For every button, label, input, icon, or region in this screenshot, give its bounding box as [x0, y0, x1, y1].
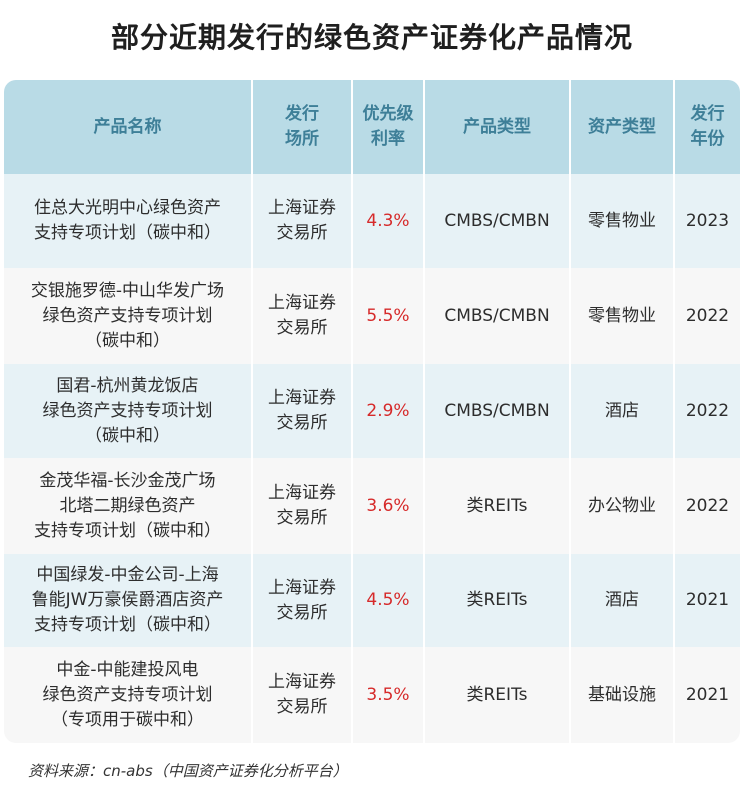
table-row: 中国绿发-中金公司-上海 鲁能JW万豪侯爵酒店资产 支持专项计划（碳中和） 上海证…	[4, 554, 740, 647]
cell-product-type: 类REITs	[424, 554, 571, 647]
cell-product-type: CMBS/CMBN	[424, 174, 571, 268]
cell-product-type: 类REITs	[424, 458, 571, 554]
cell-rate: 3.6%	[352, 458, 425, 554]
table-row: 中金-中能建投风电 绿色资产支持专项计划 （专项用于碳中和） 上海证券 交易所 3.…	[4, 647, 740, 743]
table-header-row: 产品名称 发行 场所 优先级 利率 产品类型 资产类型 发行 年份	[4, 80, 740, 174]
table-row: 住总大光明中心绿色资产 支持专项计划（碳中和） 上海证券 交易所 4.3% CMBS/…	[4, 174, 740, 268]
table-row: 金茂华福-长沙金茂广场 北塔二期绿色资产 支持专项计划（碳中和） 上海证券 交易所…	[4, 458, 740, 554]
cell-asset-type: 基础设施	[570, 647, 675, 743]
cell-venue: 上海证券 交易所	[252, 364, 353, 458]
cell-product-name: 国君-杭州黄龙饭店 绿色资产支持专项计划 （碳中和）	[4, 364, 253, 458]
cell-year: 2022	[674, 364, 740, 458]
products-table: 产品名称 发行 场所 优先级 利率 产品类型 资产类型 发行 年份 住总大光明中…	[4, 80, 740, 743]
cell-rate: 3.5%	[352, 647, 425, 743]
cell-venue: 上海证券 交易所	[252, 458, 353, 554]
cell-rate: 2.9%	[352, 364, 425, 458]
cell-product-name: 住总大光明中心绿色资产 支持专项计划（碳中和）	[4, 174, 253, 268]
cell-year: 2021	[674, 647, 740, 743]
cell-asset-type: 酒店	[570, 364, 675, 458]
table-row: 交银施罗德-中山华发广场 绿色资产支持专项计划 （碳中和） 上海证券 交易所 5.5…	[4, 268, 740, 364]
header-rate: 优先级 利率	[352, 80, 425, 174]
cell-venue: 上海证券 交易所	[252, 647, 353, 743]
header-type: 产品类型	[424, 80, 571, 174]
cell-year: 2021	[674, 554, 740, 647]
cell-asset-type: 酒店	[570, 554, 675, 647]
page-title: 部分近期发行的绿色资产证券化产品情况	[110, 21, 633, 54]
source-note: 资料来源：cn-abs（中国资产证券化分析平台）	[28, 762, 348, 780]
cell-product-type: CMBS/CMBN	[424, 364, 571, 458]
header-venue: 发行 场所	[252, 80, 353, 174]
cell-rate: 4.5%	[352, 554, 425, 647]
cell-venue: 上海证券 交易所	[252, 268, 353, 364]
cell-venue: 上海证券 交易所	[252, 554, 353, 647]
cell-year: 2022	[674, 458, 740, 554]
cell-rate: 4.3%	[352, 174, 425, 268]
cell-asset-type: 办公物业	[570, 458, 675, 554]
cell-asset-type: 零售物业	[570, 174, 675, 268]
cell-product-type: 类REITs	[424, 647, 571, 743]
header-asset: 资产类型	[570, 80, 675, 174]
cell-product-name: 中国绿发-中金公司-上海 鲁能JW万豪侯爵酒店资产 支持专项计划（碳中和）	[4, 554, 253, 647]
cell-product-name: 中金-中能建投风电 绿色资产支持专项计划 （专项用于碳中和）	[4, 647, 253, 743]
cell-rate: 5.5%	[352, 268, 425, 364]
cell-product-type: CMBS/CMBN	[424, 268, 571, 364]
cell-product-name: 金茂华福-长沙金茂广场 北塔二期绿色资产 支持专项计划（碳中和）	[4, 458, 253, 554]
cell-year: 2023	[674, 174, 740, 268]
cell-year: 2022	[674, 268, 740, 364]
cell-asset-type: 零售物业	[570, 268, 675, 364]
header-name: 产品名称	[4, 80, 253, 174]
header-year: 发行 年份	[674, 80, 740, 174]
table-row: 国君-杭州黄龙饭店 绿色资产支持专项计划 （碳中和） 上海证券 交易所 2.9% CM…	[4, 364, 740, 458]
cell-venue: 上海证券 交易所	[252, 174, 353, 268]
cell-product-name: 交银施罗德-中山华发广场 绿色资产支持专项计划 （碳中和）	[4, 268, 253, 364]
